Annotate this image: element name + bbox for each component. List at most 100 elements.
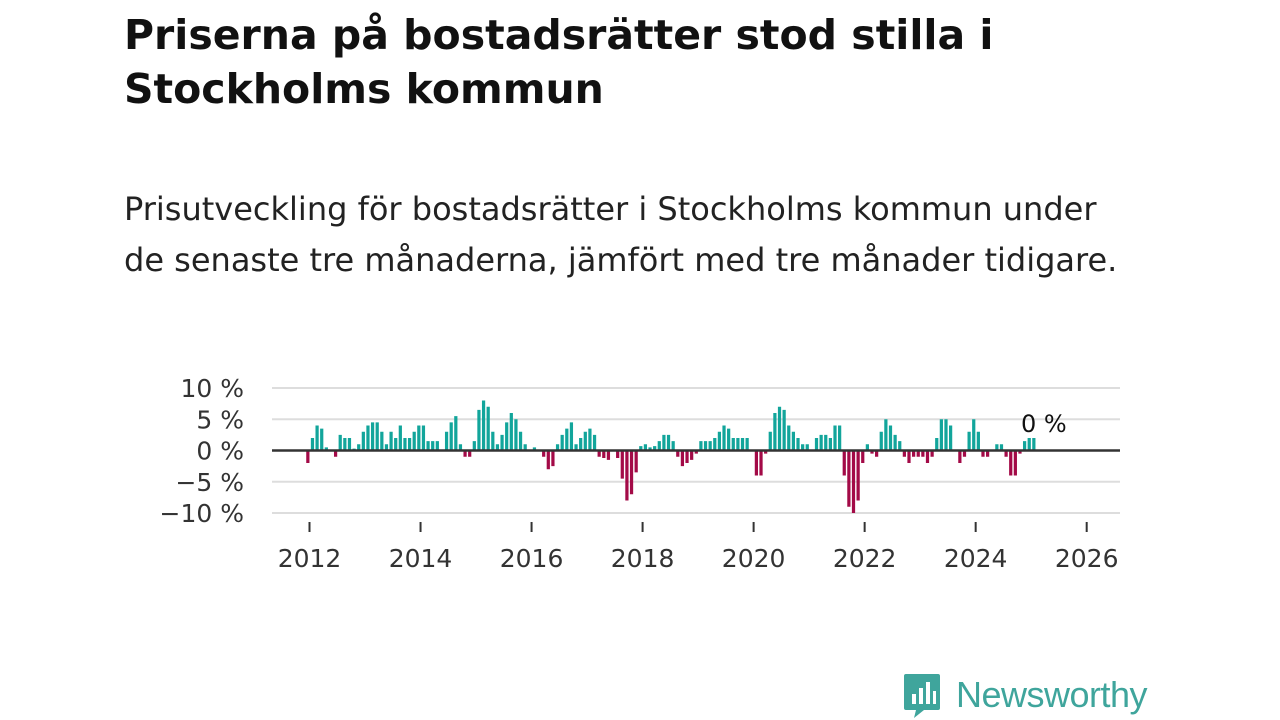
bar [620,450,624,479]
bar [634,450,638,473]
bar [375,422,379,451]
bar [583,431,587,451]
x-tick-label: 2016 [500,544,564,573]
bar [685,450,689,463]
bar [333,450,338,457]
bar [939,419,943,451]
bar [477,409,481,451]
bar [370,422,375,451]
bar [444,431,449,451]
y-tick-label: −10 % [160,499,244,528]
bar [764,450,768,454]
bar [435,441,439,451]
bar [985,450,990,457]
bar [796,438,800,451]
bar [592,434,597,451]
bar [801,444,805,451]
bar [546,450,550,470]
bar [565,428,569,451]
bar [560,434,564,451]
bar [805,444,809,451]
x-tick-label: 2018 [611,544,675,573]
bar [976,431,980,451]
bar [421,425,426,451]
bar [833,425,837,451]
bar [902,450,906,457]
bar [412,431,416,451]
bar [847,450,851,507]
chart-title: Priserna på bostadsrätter stod stilla i … [124,11,994,113]
bar [851,450,856,513]
bar [791,431,796,451]
bar [944,419,948,451]
chart-subtitle: Prisutveckling för bostadsrätter i Stock… [124,190,1118,279]
bar [532,447,537,451]
bar [306,450,310,463]
bar [347,438,352,451]
bar [500,434,504,451]
bar [879,431,883,451]
bar [671,441,675,451]
x-tick-label: 2014 [389,544,453,573]
bar [814,438,819,451]
bar [403,438,407,451]
bar [690,450,694,460]
bar [912,450,916,457]
bar [962,450,967,457]
bar [509,413,513,451]
bar [1027,438,1031,451]
bar [602,450,606,458]
newsworthy-logo-icon [904,674,940,718]
bar [639,446,643,451]
bar [310,438,315,451]
bar [398,425,402,451]
bar [949,425,953,451]
x-tick-label: 2026 [1055,544,1119,573]
bar [1004,450,1008,457]
bar [431,441,435,451]
bar [824,434,828,451]
bar [491,431,495,451]
bar [680,450,685,467]
bar [694,450,698,454]
bar [361,431,365,451]
x-tick-label: 2012 [278,544,342,573]
bar [481,400,486,451]
bar [463,450,467,457]
bar [320,428,324,451]
bar [907,450,911,463]
bar [357,444,361,451]
bar [935,438,939,451]
bar [523,444,527,451]
bar [740,438,745,451]
bar [708,441,712,451]
bar [468,450,472,457]
bar [597,450,601,457]
bar [893,434,897,451]
bar [759,450,763,476]
bar [366,425,370,451]
bar [754,450,759,476]
bar [782,409,786,451]
bar [865,444,869,451]
bar [1009,450,1013,476]
bar [551,450,555,467]
bar [648,447,652,451]
bar [505,422,509,451]
bar [324,447,328,451]
bar [518,431,523,451]
bar [662,434,666,451]
last-value-label: 0 % [1021,410,1067,438]
bar [925,450,930,463]
bar [315,425,319,451]
bar [384,444,389,451]
bar [407,438,412,451]
bar [542,450,546,457]
bar [417,425,421,451]
bar [861,450,865,463]
bar [486,406,490,451]
bar [588,428,592,451]
bar [616,450,620,458]
bar [574,444,578,451]
bar [676,450,680,457]
